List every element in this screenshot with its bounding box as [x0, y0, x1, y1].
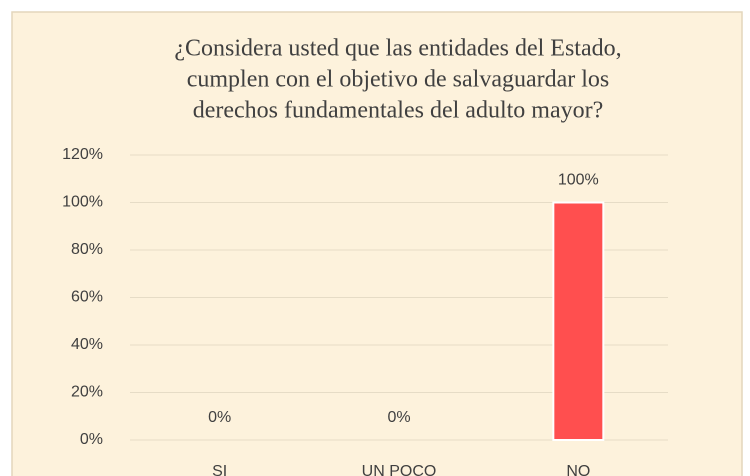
- y-tick-label: 0%: [80, 431, 103, 448]
- data-label: 0%: [208, 409, 231, 426]
- data-label: 100%: [558, 172, 599, 189]
- x-tick-label: SI: [212, 463, 227, 476]
- x-tick-label: NO: [566, 463, 590, 476]
- chart-title: derechos fundamentales del adulto mayor?: [193, 98, 604, 124]
- y-tick-label: 40%: [71, 336, 103, 353]
- y-tick-label: 20%: [71, 384, 103, 401]
- y-tick-label: 100%: [62, 194, 103, 211]
- chart-title: ¿Considera usted que las entidades del E…: [174, 36, 621, 62]
- data-label: 0%: [387, 409, 410, 426]
- y-tick-label: 120%: [62, 146, 103, 163]
- bar: [552, 201, 605, 441]
- y-tick-label: 80%: [71, 241, 103, 258]
- chart-background: [11, 11, 743, 476]
- y-tick-label: 60%: [71, 289, 103, 306]
- chart-title: cumplen con el objetivo de salvaguardar …: [187, 67, 610, 93]
- x-tick-label: UN POCO: [362, 463, 437, 476]
